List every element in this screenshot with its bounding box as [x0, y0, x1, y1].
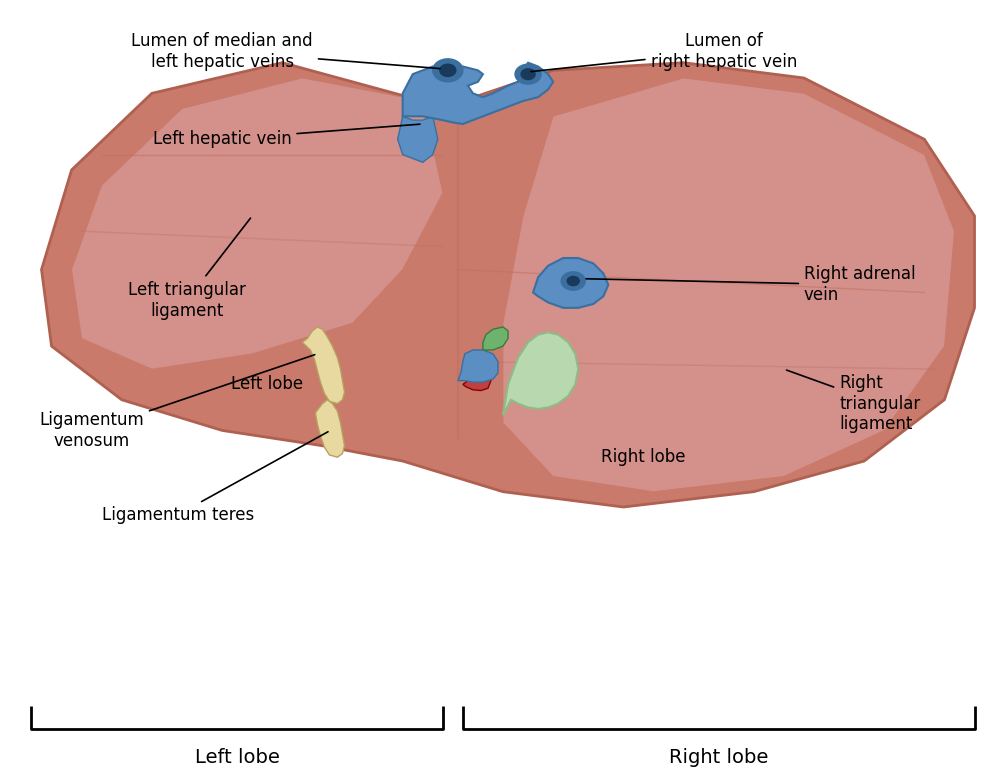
Text: Ligamentum
venosum: Ligamentum venosum — [39, 355, 315, 450]
Polygon shape — [402, 63, 553, 124]
Circle shape — [515, 64, 541, 84]
Polygon shape — [503, 332, 578, 415]
Polygon shape — [503, 78, 955, 492]
Polygon shape — [71, 78, 443, 369]
Text: Right
triangular
ligament: Right triangular ligament — [787, 370, 920, 434]
Circle shape — [521, 69, 535, 80]
Text: Left hepatic vein: Left hepatic vein — [153, 124, 420, 148]
Circle shape — [433, 59, 463, 82]
Text: Lumen of
right hepatic vein: Lumen of right hepatic vein — [531, 32, 797, 72]
Polygon shape — [397, 116, 438, 162]
Polygon shape — [316, 400, 344, 457]
Circle shape — [567, 277, 579, 285]
Text: Right adrenal
vein: Right adrenal vein — [586, 265, 915, 305]
Polygon shape — [533, 258, 609, 308]
Polygon shape — [303, 327, 344, 404]
Polygon shape — [458, 350, 498, 382]
Text: Lumen of median and
left hepatic veins: Lumen of median and left hepatic veins — [132, 32, 440, 70]
Text: Left lobe: Left lobe — [231, 376, 303, 393]
Circle shape — [440, 64, 456, 77]
Text: Left lobe: Left lobe — [195, 748, 280, 768]
Text: Ligamentum teres: Ligamentum teres — [102, 432, 328, 523]
Text: Right lobe: Right lobe — [602, 448, 686, 466]
Polygon shape — [483, 327, 508, 350]
Polygon shape — [463, 358, 491, 390]
Circle shape — [561, 272, 585, 290]
Text: Left triangular
ligament: Left triangular ligament — [128, 218, 250, 319]
Text: Right lobe: Right lobe — [669, 748, 769, 768]
Polygon shape — [41, 63, 975, 507]
